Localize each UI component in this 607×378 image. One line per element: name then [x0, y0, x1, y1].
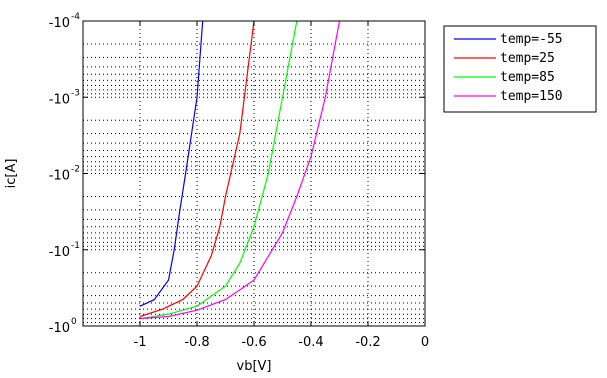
legend-label: temp=85: [500, 70, 555, 85]
x-axis: -1 -0.8 -0.6 -0.4 -0.2 0: [134, 21, 429, 350]
y-tick-label: -10: [49, 245, 70, 260]
x-tick-label: -0.4: [298, 335, 323, 350]
y-tick-exponent: -1: [71, 241, 80, 251]
series-line: [139, 20, 341, 320]
x-tick-label: -0.8: [184, 335, 209, 350]
y-axis: -10 -4-10 -3-10 -2-10 -1-10 0: [49, 12, 425, 336]
x-tick-label: -0.6: [241, 335, 266, 350]
grid: [83, 20, 426, 326]
x-axis-label: vb[V]: [237, 359, 272, 374]
y-tick-exponent: -2: [71, 165, 80, 175]
legend-label: temp=150: [500, 89, 563, 104]
x-tick-label: -1: [134, 335, 147, 350]
legend-label: temp=25: [500, 51, 555, 66]
x-tick-label: -0.2: [355, 335, 380, 350]
x-tick-label: 0: [421, 335, 429, 350]
y-tick-label: -10: [49, 16, 70, 31]
series-line: [139, 20, 204, 307]
y-tick-exponent: -3: [71, 88, 80, 98]
y-tick-label: -10: [49, 321, 70, 336]
series-line: [139, 20, 255, 318]
legend: temp=-55 temp=25 temp=85 temp=150: [443, 25, 597, 113]
legend-box: [443, 25, 597, 113]
series-layer: [139, 20, 341, 320]
series-line: [139, 20, 298, 320]
y-tick-label: -10: [49, 92, 70, 107]
y-tick-label: -10: [49, 169, 70, 184]
y-tick-exponent: -4: [71, 12, 80, 22]
y-tick-exponent: 0: [71, 317, 77, 327]
y-axis-label: ic[A]: [4, 159, 19, 189]
legend-label: temp=-55: [500, 32, 563, 47]
